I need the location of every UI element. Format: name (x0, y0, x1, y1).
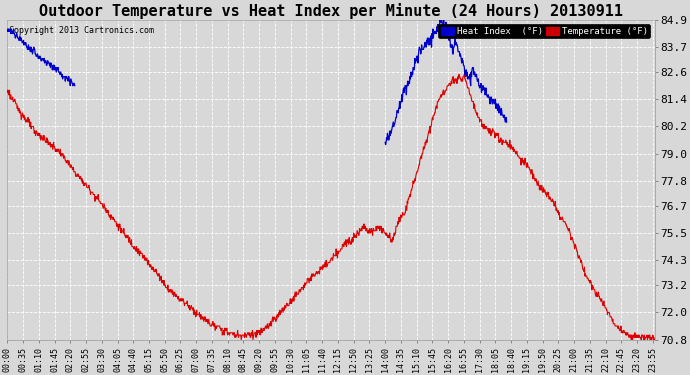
Title: Outdoor Temperature vs Heat Index per Minute (24 Hours) 20130911: Outdoor Temperature vs Heat Index per Mi… (39, 3, 623, 19)
Legend: Heat Index  (°F), Temperature (°F): Heat Index (°F), Temperature (°F) (438, 24, 650, 38)
Text: Copyright 2013 Cartronics.com: Copyright 2013 Cartronics.com (8, 26, 154, 35)
